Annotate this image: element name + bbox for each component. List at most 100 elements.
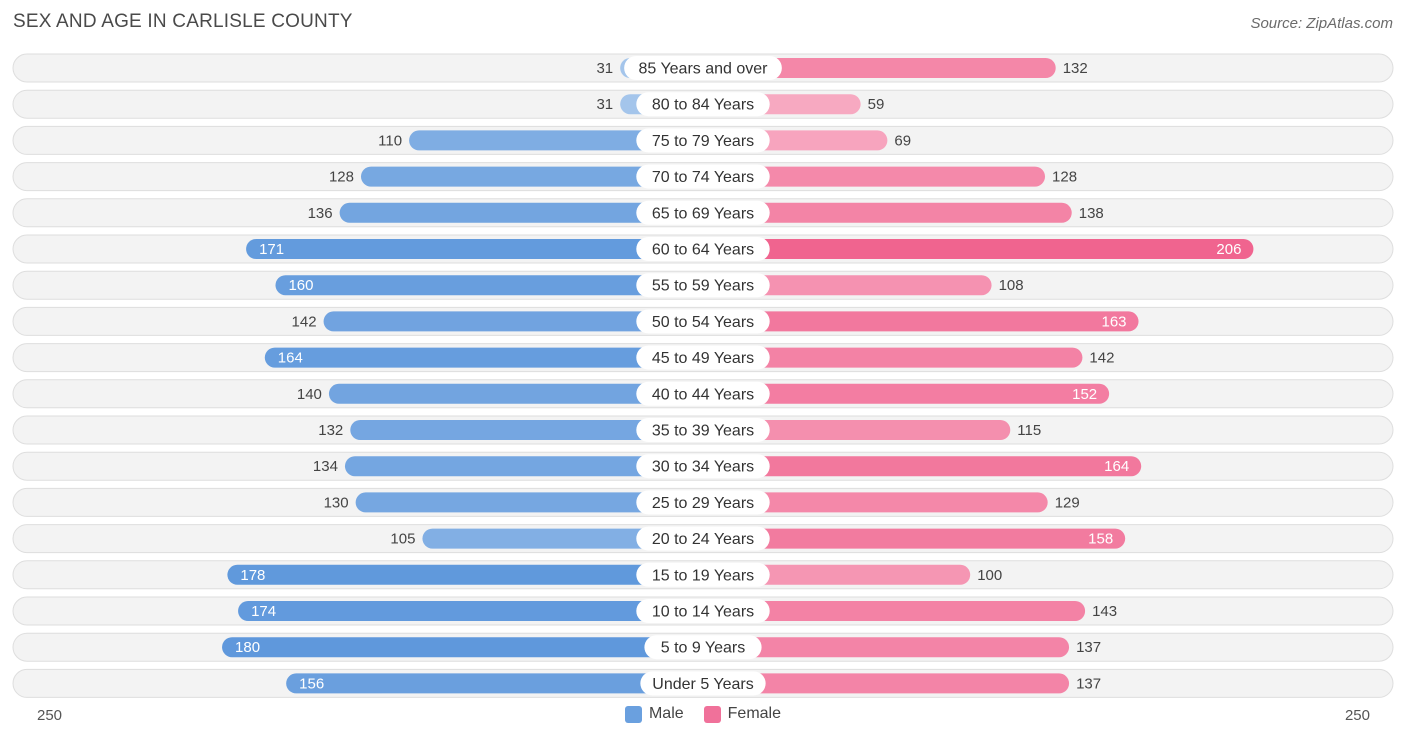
category-label-background [636, 381, 770, 406]
value-label-male: 142 [292, 313, 317, 330]
value-label-female: 108 [999, 277, 1024, 294]
legend-item-female: Female [703, 705, 782, 723]
category-label-background [636, 309, 770, 334]
category-label: 55 to 59 Years [652, 278, 754, 295]
row-6: 160 108 55 to 59 Years [12, 270, 1394, 300]
value-label-female: 100 [977, 567, 1002, 584]
legend-swatch-female [703, 705, 721, 723]
category-label: 70 to 74 Years [652, 169, 754, 186]
category-label: Under 5 Years [652, 676, 753, 693]
value-label-male: 174 [251, 603, 276, 620]
value-label-female: 69 [894, 132, 911, 149]
category-label-background [636, 92, 770, 117]
category-label: 80 to 84 Years [652, 97, 754, 114]
value-label-female: 137 [1076, 675, 1101, 692]
legend-item-male: Male [624, 705, 684, 723]
row-12: 130 129 25 to 29 Years [12, 487, 1394, 517]
row-2: 110 69 75 to 79 Years [12, 125, 1394, 155]
row-10: 132 115 35 to 39 Years [12, 415, 1394, 445]
value-label-male: 140 [297, 386, 322, 403]
category-label-background [636, 490, 770, 515]
category-label: 50 to 54 Years [652, 314, 754, 331]
bar-female [703, 601, 1086, 621]
bar-female [703, 383, 1110, 404]
value-label-male: 171 [259, 241, 284, 258]
row-1: 31 59 80 to 84 Years [12, 89, 1394, 119]
row-7: 142 163 50 to 54 Years [12, 306, 1394, 336]
legend-label-male: Male [648, 705, 684, 722]
bar-female [703, 528, 1126, 549]
category-label: 65 to 69 Years [652, 205, 754, 222]
category-label: 40 to 44 Years [652, 386, 754, 403]
row-4: 136 138 65 to 69 Years [12, 198, 1394, 228]
category-label-background [636, 237, 770, 261]
value-label-female: 142 [1089, 350, 1114, 367]
category-label-background [636, 454, 770, 479]
value-label-female: 128 [1052, 169, 1077, 186]
chart-area: 31 132 85 Years and over 31 59 80 to 84 Years… [12, 53, 1394, 698]
bar-female [703, 166, 1046, 187]
bar-male [339, 202, 703, 223]
bar-female [703, 239, 1254, 259]
value-label-male: 31 [596, 96, 613, 113]
value-label-female: 158 [1088, 531, 1113, 548]
row-11: 134 164 30 to 34 Years [12, 451, 1394, 481]
value-label-male: 164 [278, 350, 303, 367]
value-label-male: 128 [329, 169, 354, 186]
row-17: 156 137 Under 5 Years [12, 668, 1394, 698]
bar-male [227, 564, 703, 585]
value-label-male: 160 [288, 277, 313, 294]
category-label-background [640, 671, 766, 696]
legend-swatch-male [624, 705, 642, 723]
category-label-background [624, 56, 782, 80]
value-label-female: 129 [1055, 494, 1080, 511]
bar-male [328, 383, 703, 404]
category-label-background [636, 418, 770, 442]
value-label-male: 134 [313, 458, 338, 475]
row-16: 180 137 5 to 9 Years [12, 632, 1394, 662]
bar-male [323, 311, 703, 332]
value-label-male: 105 [390, 531, 415, 548]
axis-right-max-label: 250 [1344, 707, 1370, 724]
category-label-background [644, 635, 762, 660]
bar-female [703, 58, 1056, 78]
legend-label-female: Female [727, 705, 782, 722]
value-label-female: 115 [1017, 422, 1041, 439]
bar-female [703, 673, 1070, 694]
bar-male [409, 130, 703, 151]
category-label-background [636, 599, 770, 623]
category-label: 45 to 49 Years [652, 350, 754, 367]
value-label-female: 164 [1104, 458, 1129, 475]
bar-male [286, 673, 703, 694]
row-14: 178 100 15 to 19 Years [12, 560, 1394, 590]
row-13: 105 158 20 to 24 Years [12, 524, 1394, 554]
value-label-female: 59 [868, 96, 885, 113]
chart-title: SEX AND AGE IN CARLISLE COUNTY [13, 11, 353, 32]
category-label-background [636, 526, 770, 551]
row-3: 128 128 70 to 74 Years [12, 162, 1394, 192]
value-label-female: 152 [1072, 386, 1097, 403]
category-label: 5 to 9 Years [661, 640, 746, 657]
category-label-background [636, 128, 770, 153]
row-5: 171 206 60 to 64 Years [12, 234, 1394, 264]
value-label-male: 136 [308, 205, 333, 222]
value-label-male: 31 [596, 60, 613, 77]
bar-female [703, 311, 1139, 332]
bar-female [703, 492, 1048, 513]
bar-male [238, 601, 703, 621]
value-label-male: 130 [324, 494, 349, 511]
category-label: 15 to 19 Years [652, 567, 754, 584]
bar-male [344, 456, 703, 477]
category-label: 35 to 39 Years [652, 423, 754, 440]
value-label-male: 178 [240, 567, 265, 584]
bar-female [703, 456, 1142, 477]
category-label: 30 to 34 Years [652, 459, 754, 476]
bar-female [703, 564, 971, 585]
value-label-female: 137 [1076, 639, 1101, 656]
legend: Male Female [0, 705, 1406, 723]
bar-female [703, 347, 1083, 368]
bar-female [703, 275, 992, 296]
category-label-background [636, 562, 770, 587]
source-note: Source: ZipAtlas.com [1250, 15, 1393, 32]
value-label-female: 138 [1079, 205, 1104, 222]
